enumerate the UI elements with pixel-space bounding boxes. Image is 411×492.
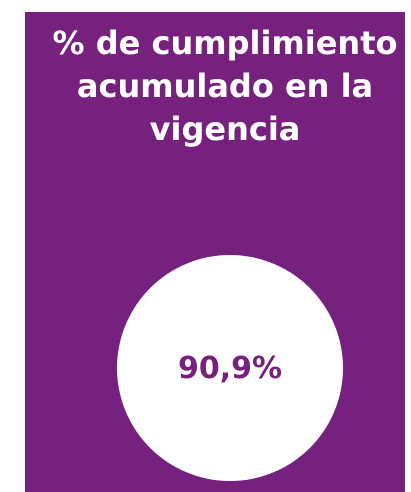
card-title: % de cumplimiento acumulado en la vigenc… — [52, 24, 398, 148]
kpi-value: 90,9% — [177, 350, 283, 386]
value-circle: 90,9% — [117, 255, 343, 481]
kpi-card: % de cumplimiento acumulado en la vigenc… — [25, 12, 405, 492]
